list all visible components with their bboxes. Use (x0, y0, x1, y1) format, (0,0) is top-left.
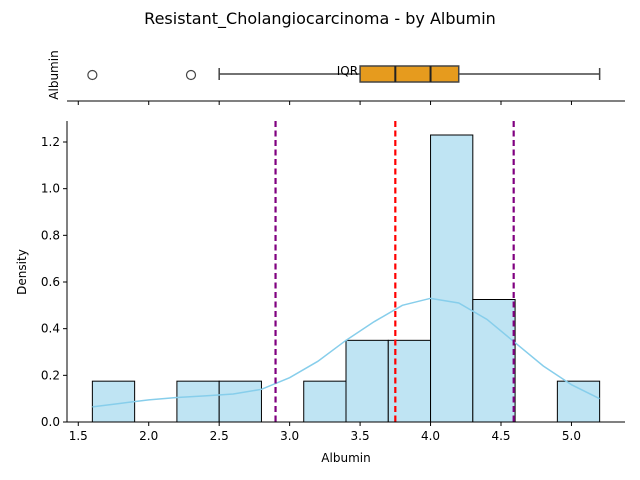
x-tick-label-6: 4.5 (491, 429, 510, 443)
x-tick-label-4: 3.5 (351, 429, 370, 443)
x-tick-label-3: 3.0 (280, 429, 299, 443)
iqr-annotation: IQR (337, 64, 358, 78)
y-tick-label-1: 0.2 (41, 368, 60, 382)
box-y-axis-label: Albumin (47, 50, 61, 99)
outlier-1 (185, 69, 197, 81)
iqr-box (359, 65, 460, 83)
histogram-bar-1 (176, 380, 220, 423)
histogram-panel: 1.5 2.0 2.5 3.0 3.5 4.0 4.5 5.0 0.0 0.2 0.4 0.6 0.8… (15, 121, 625, 465)
y-tick-label-3: 0.6 (41, 275, 60, 289)
x-tick-label-5: 4.0 (421, 429, 440, 443)
histogram-bar-7 (472, 299, 516, 423)
x-tick-label-7: 5.0 (562, 429, 581, 443)
figure-title: Resistant_Cholangiocarcinoma - by Albumi… (144, 9, 496, 29)
box-plot-panel: Albumin IQR (47, 50, 625, 105)
hist-x-axis-label: Albumin (321, 451, 370, 465)
hist-y-ticks: 0.0 0.2 0.4 0.6 0.8 1.0 1.2 (41, 135, 67, 429)
reference-lines (274, 121, 515, 422)
kde-curve (92, 297, 600, 408)
x-tick-label-1: 2.0 (139, 429, 158, 443)
histogram-bar-3 (303, 380, 347, 423)
y-tick-label-5: 1.0 (41, 182, 60, 196)
y-tick-label-2: 0.4 (41, 322, 60, 336)
histogram-bar-6 (430, 134, 474, 423)
outlier-0 (87, 69, 98, 81)
hist-y-axis-label: Density (15, 249, 29, 295)
x-tick-label-0: 1.5 (69, 429, 88, 443)
hist-x-ticks: 1.5 2.0 2.5 3.0 3.5 4.0 4.5 5.0 (69, 422, 581, 443)
histogram-bar-0 (91, 380, 136, 423)
histogram-bar-4 (345, 339, 389, 423)
y-tick-label-6: 1.2 (41, 135, 60, 149)
x-tick-label-2: 2.5 (210, 429, 229, 443)
box-x-ticks (77, 101, 572, 105)
histogram-bars (91, 134, 601, 423)
histogram-bar-2 (218, 380, 262, 423)
box-plot-marks (87, 65, 601, 83)
y-tick-label-4: 0.8 (41, 228, 60, 242)
y-tick-label-0: 0.0 (41, 415, 60, 429)
histogram-bar-8 (556, 380, 601, 423)
